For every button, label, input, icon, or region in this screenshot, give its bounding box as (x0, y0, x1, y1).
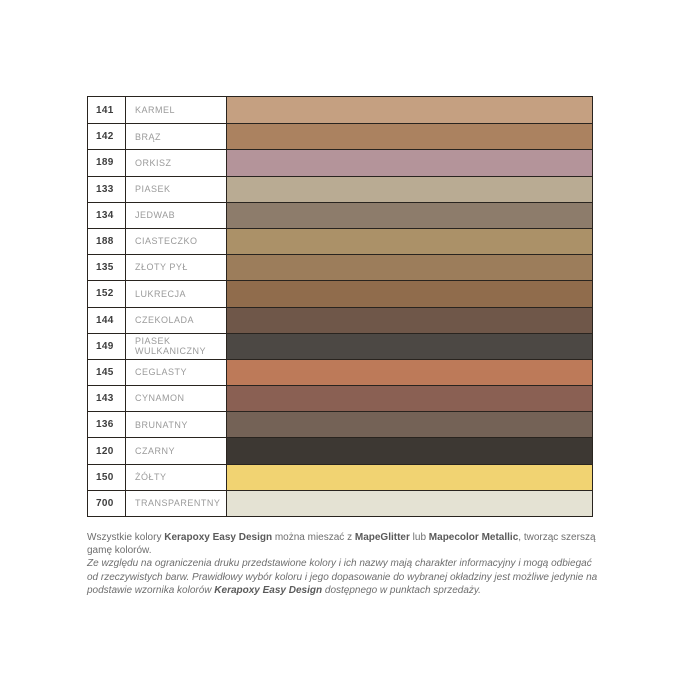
color-code: 144 (88, 307, 126, 333)
footer-note-mixing: Wszystkie kolory Kerapoxy Easy Design mo… (87, 531, 599, 557)
color-swatch (227, 333, 592, 359)
color-name: PIASEK WULKANICZNY (126, 333, 227, 359)
color-row: 152 LUKRECJA (88, 280, 592, 307)
color-row: 133 PIASEK (88, 175, 592, 202)
color-swatch (227, 438, 592, 464)
color-code: 133 (88, 176, 126, 202)
note-text: dostępnego w punktach sprzedaży. (322, 584, 481, 596)
color-row: 135 ZŁOTY PYŁ (88, 254, 592, 281)
note-text: lub (409, 532, 429, 543)
color-swatch (227, 386, 592, 412)
color-name: CZARNY (126, 438, 227, 464)
color-swatch (227, 176, 592, 202)
color-name: CEGLASTY (126, 359, 227, 386)
color-swatch (227, 255, 592, 281)
color-code: 143 (88, 386, 126, 412)
color-name: KARMEL (126, 97, 227, 124)
color-name: PIASEK (126, 176, 227, 202)
color-code: 142 (88, 124, 126, 150)
brand-name: Mapecolor Metallic (428, 532, 519, 543)
color-name: CZEKOLADA (126, 307, 227, 333)
color-swatch (227, 228, 592, 255)
note-text: , tworząc szerszą gamę kolorów. (87, 532, 596, 557)
brand-name: Kerapoxy Easy Design (164, 532, 273, 543)
brand-name: MapeGlitter (354, 532, 410, 543)
color-name: ZŁOTY PYŁ (126, 255, 227, 281)
color-code: 141 (88, 97, 126, 124)
color-row: 700 TRANSPARENTNY (88, 489, 592, 516)
color-code: 188 (88, 228, 126, 255)
color-name: ŻÓŁTY (126, 464, 227, 490)
color-code: 152 (88, 281, 126, 307)
color-code: 700 (88, 490, 126, 516)
color-row: 188 CIASTECZKO (88, 227, 592, 255)
color-row: 149 PIASEK WULKANICZNY (88, 332, 592, 359)
color-swatch (227, 97, 592, 124)
color-swatch (227, 124, 592, 150)
color-name: ORKISZ (126, 150, 227, 176)
footer-note-disclaimer: Ze względu na ograniczenia druku przedst… (87, 557, 599, 597)
color-code: 145 (88, 359, 126, 386)
footer-notes: Wszystkie kolory Kerapoxy Easy Design mo… (87, 531, 599, 597)
color-row: 136 BRUNATNY (88, 411, 592, 438)
color-name: LUKRECJA (126, 281, 227, 307)
color-row: 120 CZARNY (88, 437, 592, 464)
color-row: 143 CYNAMON (88, 385, 592, 412)
note-text: Ze względu na ograniczenia druku przedst… (87, 558, 598, 596)
color-row: 142 BRĄZ (88, 123, 592, 150)
color-row: 141 KARMEL (88, 97, 592, 124)
color-swatch (227, 490, 592, 516)
color-swatch (227, 359, 592, 386)
color-code: 150 (88, 464, 126, 490)
color-row: 150 ŻÓŁTY (88, 463, 592, 490)
color-table: 141 KARMEL 142 BRĄZ 189 ORKISZ 133 PIASE… (87, 96, 593, 517)
color-code: 189 (88, 150, 126, 176)
color-swatch (227, 464, 592, 490)
color-code: 120 (88, 438, 126, 464)
color-swatch (227, 307, 592, 333)
color-code: 135 (88, 255, 126, 281)
color-swatch (227, 281, 592, 307)
color-swatch (227, 412, 592, 438)
color-row: 189 ORKISZ (88, 149, 592, 176)
color-code: 149 (88, 333, 126, 359)
color-name: BRUNATNY (126, 412, 227, 438)
color-name: CYNAMON (126, 386, 227, 412)
brand-name: Kerapoxy Easy Design (214, 584, 323, 596)
color-swatch (227, 150, 592, 176)
color-name: JEDWAB (126, 202, 227, 228)
color-swatch (227, 202, 592, 228)
note-text: można mieszać z (272, 532, 355, 543)
color-row: 144 CZEKOLADA (88, 306, 592, 333)
color-code: 136 (88, 412, 126, 438)
color-row: 145 CEGLASTY (88, 358, 592, 386)
color-name: BRĄZ (126, 124, 227, 150)
color-name: TRANSPARENTNY (126, 490, 227, 516)
color-row: 134 JEDWAB (88, 201, 592, 228)
color-name: CIASTECZKO (126, 228, 227, 255)
color-code: 134 (88, 202, 126, 228)
note-text: Wszystkie kolory (87, 532, 165, 543)
